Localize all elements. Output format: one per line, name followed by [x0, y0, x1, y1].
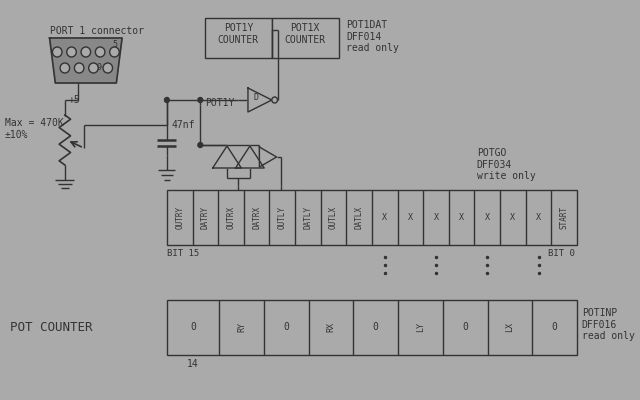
Polygon shape [259, 147, 276, 167]
Text: POT1X
COUNTER: POT1X COUNTER [285, 23, 326, 45]
Text: X: X [484, 213, 490, 222]
Text: OUTRY: OUTRY [175, 206, 184, 229]
Text: X: X [536, 213, 541, 222]
Text: LY: LY [416, 322, 425, 332]
Text: 0: 0 [284, 322, 289, 332]
Polygon shape [248, 88, 272, 112]
Polygon shape [212, 146, 241, 168]
Bar [167, 190, 577, 245]
Text: Max = 470K
±10%: Max = 470K ±10% [4, 118, 63, 140]
Text: X: X [382, 213, 387, 222]
Text: 9: 9 [97, 63, 102, 72]
Text: OUTLX: OUTLX [329, 206, 338, 229]
Text: BIT 0: BIT 0 [548, 249, 575, 258]
Text: +5: +5 [68, 95, 81, 105]
Text: DATLX: DATLX [355, 206, 364, 229]
Text: 47nf: 47nf [172, 120, 195, 130]
Text: START: START [559, 206, 569, 229]
Circle shape [89, 63, 98, 73]
Text: PORT 1 connector: PORT 1 connector [49, 26, 143, 36]
Circle shape [67, 47, 76, 57]
Circle shape [109, 47, 119, 57]
Text: X: X [511, 213, 515, 222]
Circle shape [198, 98, 203, 102]
Circle shape [60, 63, 70, 73]
Circle shape [198, 142, 203, 148]
Text: 14: 14 [187, 359, 199, 369]
Text: POT1DAT
DFF014
read only: POT1DAT DFF014 read only [346, 20, 399, 53]
Polygon shape [49, 38, 122, 83]
Text: OUTLY: OUTLY [278, 206, 287, 229]
Circle shape [81, 47, 91, 57]
Bar [205, 18, 272, 58]
Text: 0: 0 [552, 322, 557, 332]
Text: X: X [459, 213, 464, 222]
Text: POTINP
DFF016
read only: POTINP DFF016 read only [582, 308, 635, 341]
Polygon shape [236, 146, 264, 168]
Text: RX: RX [326, 322, 335, 332]
Text: LX: LX [506, 322, 515, 332]
Text: X: X [433, 213, 438, 222]
Text: POT COUNTER: POT COUNTER [10, 321, 92, 334]
Circle shape [74, 63, 84, 73]
Text: 0: 0 [190, 322, 196, 332]
Circle shape [103, 63, 113, 73]
Text: DATRY: DATRY [201, 206, 210, 229]
Text: POTGO
DFF034
write only: POTGO DFF034 write only [477, 148, 536, 181]
Circle shape [95, 47, 105, 57]
Text: RY: RY [237, 322, 246, 332]
Text: 5: 5 [112, 40, 117, 49]
Text: D: D [253, 94, 258, 102]
Text: 0: 0 [462, 322, 468, 332]
Bar [272, 18, 339, 58]
Text: POT1Y
COUNTER: POT1Y COUNTER [218, 23, 259, 45]
Text: DATLY: DATLY [303, 206, 312, 229]
Text: OUTRX: OUTRX [227, 206, 236, 229]
Text: DATRX: DATRX [252, 206, 261, 229]
Text: POT1Y: POT1Y [205, 98, 234, 108]
Bar [167, 300, 577, 355]
Text: 0: 0 [373, 322, 379, 332]
Circle shape [164, 98, 170, 102]
Text: X: X [408, 213, 413, 222]
Circle shape [52, 47, 62, 57]
Circle shape [272, 97, 278, 103]
Text: BIT 15: BIT 15 [167, 249, 199, 258]
